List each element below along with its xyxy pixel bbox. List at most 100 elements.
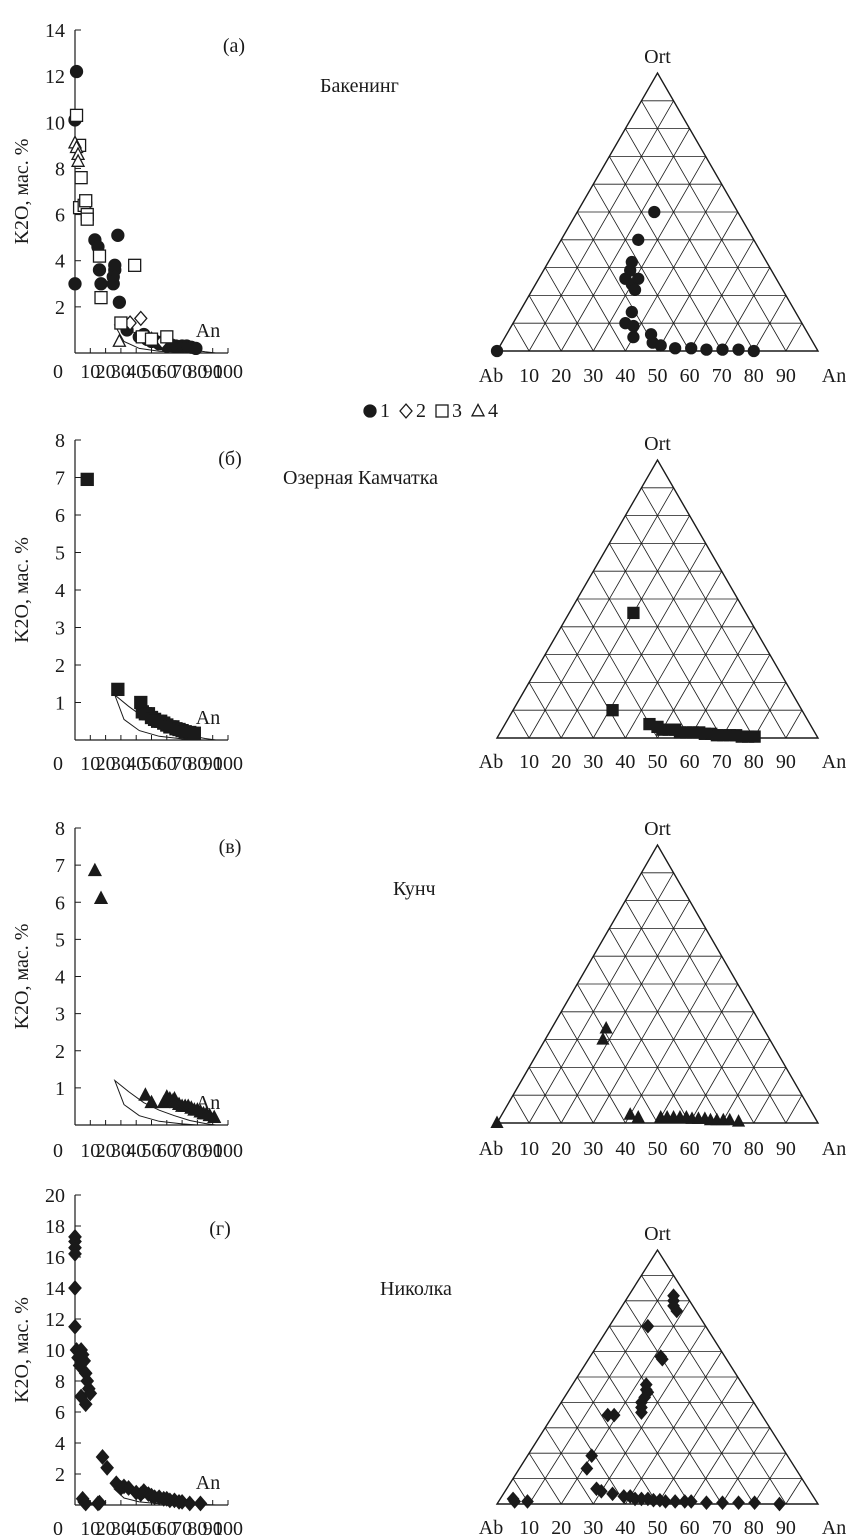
ternary-data-point — [748, 1495, 761, 1511]
x-tick-label: 80 — [187, 1518, 207, 1540]
x-tick-label: 70 — [172, 1518, 192, 1540]
ternary-tick-label: 80 — [744, 365, 764, 387]
ternary-tick-label: 70 — [712, 365, 732, 387]
ternary-data-point — [623, 1107, 637, 1120]
y-tick-label: 6 — [55, 1402, 65, 1424]
legend-label: 2 — [416, 400, 426, 422]
data-point-series-3 — [80, 472, 94, 487]
x-tick-label: 30 — [111, 753, 131, 775]
ternary-grid-line — [528, 1275, 674, 1505]
data-point-series-3 — [160, 330, 174, 344]
x-tick-label: 20 — [96, 361, 116, 383]
ternary-data-point — [607, 1407, 621, 1423]
ternary-tick-label: 90 — [776, 751, 796, 773]
x-tick-label: 10 — [80, 1140, 100, 1162]
y-tick-label: 2 — [55, 1464, 65, 1486]
x-axis-label: An — [196, 320, 220, 342]
x-tick-label: 40 — [126, 753, 146, 775]
ternary-grid-line — [721, 267, 771, 352]
legend-label: 1 — [380, 400, 390, 422]
y-tick-label: 14 — [45, 20, 65, 42]
panel-label: (в) — [219, 836, 242, 858]
y-tick-label: 2 — [55, 655, 65, 677]
x-tick-label: 80 — [187, 361, 207, 383]
ternary-grid-line — [592, 1351, 690, 1505]
y-tick-label: 8 — [55, 158, 65, 180]
y-tick-label: 1 — [55, 1078, 65, 1100]
x-tick-label: 90 — [203, 753, 223, 775]
ternary-grid-line — [657, 211, 739, 352]
ternary-grid-line — [641, 487, 787, 739]
ternary-grid-line — [625, 515, 755, 739]
ternary-data-point — [773, 1496, 786, 1512]
x-tick-label: 60 — [157, 1140, 177, 1162]
site-label: Бакенинг — [320, 75, 399, 97]
ternary-diagram: Ort Ab An 10 20 30 40 50 60 70 80 90 — [479, 46, 846, 387]
data-point-series-2 — [193, 1495, 208, 1512]
ternary-grid-line — [625, 128, 755, 352]
ternary-data-point — [596, 1032, 610, 1045]
ternary-data-point — [490, 1115, 504, 1129]
x-tick-label: 30 — [111, 1140, 131, 1162]
data-point-series-2 — [121, 1480, 136, 1496]
y-tick-label: 2 — [55, 1041, 65, 1063]
data-point-series-2 — [68, 1318, 82, 1335]
panel-label: (б) — [218, 448, 242, 470]
ternary-grid-line — [592, 956, 690, 1124]
ternary-grid-line — [544, 1427, 594, 1505]
ternary-tick-label: 50 — [648, 751, 668, 773]
ternary-tick-label: 20 — [551, 1517, 571, 1539]
y-tick-label: 4 — [55, 580, 65, 602]
data-point-series-4 — [144, 1094, 159, 1109]
x-tick-label: 0 — [53, 1518, 63, 1540]
y-tick-label: 4 — [55, 967, 65, 989]
site-label: Кунч — [393, 878, 436, 900]
ternary-grid-line — [528, 872, 674, 1124]
ternary-right-label: An — [822, 1517, 846, 1539]
reference-field — [113, 1078, 216, 1126]
y-tick-label: 4 — [55, 251, 65, 273]
data-point-series-1 — [94, 277, 108, 291]
ternary-grid-line — [721, 1427, 771, 1505]
ternary-data-point — [628, 283, 642, 296]
ternary-grid-line — [528, 1452, 562, 1505]
data-point-series-3 — [144, 332, 159, 346]
y-tick-label: 1 — [55, 693, 65, 715]
data-point-series-2 — [78, 1495, 93, 1512]
data-point-series-1 — [92, 263, 107, 277]
x-tick-label: 20 — [96, 753, 116, 775]
y-tick-label: 14 — [45, 1278, 65, 1300]
x-tick-label: 90 — [203, 1518, 223, 1540]
y-tick-label: 6 — [55, 205, 65, 227]
ternary-data-point — [521, 1494, 534, 1509]
x-tick-label: 70 — [172, 1140, 192, 1162]
ternary-grid-line — [657, 598, 739, 739]
ternary-data-point — [594, 1483, 608, 1499]
ternary-diagram: Ort Ab An 10 20 30 40 50 60 70 80 90 — [479, 1223, 846, 1539]
ternary-data-point — [659, 1494, 672, 1509]
ternary-grid-line — [528, 487, 674, 739]
data-point-series-3 — [111, 682, 125, 697]
x-tick-label: 90 — [203, 361, 223, 383]
y-tick-label: 12 — [45, 1309, 65, 1331]
ternary-right-label: An — [822, 1138, 846, 1160]
data-point-series-3 — [128, 258, 142, 272]
y-tick-label: 6 — [55, 505, 65, 527]
ternary-grid-line — [528, 682, 562, 739]
x-tick-label: 30 — [111, 1518, 131, 1540]
ternary-grid-line — [528, 100, 674, 352]
ternary-data-point — [648, 205, 661, 219]
ternary-grid-line — [592, 1325, 706, 1505]
ternary-tick-label: 30 — [583, 1138, 603, 1160]
y-tick-label: 12 — [45, 66, 65, 88]
ternary-grid-line — [721, 654, 771, 739]
ternary-tick-label: 20 — [551, 751, 571, 773]
ternary-data-point — [723, 1112, 737, 1126]
ternary-tick-label: 10 — [519, 1517, 539, 1539]
ternary-tick-label: 90 — [776, 1138, 796, 1160]
ternary-left-label: Ab — [479, 365, 503, 387]
ternary-grid-line — [657, 983, 739, 1124]
ternary-grid-line — [512, 1094, 530, 1124]
